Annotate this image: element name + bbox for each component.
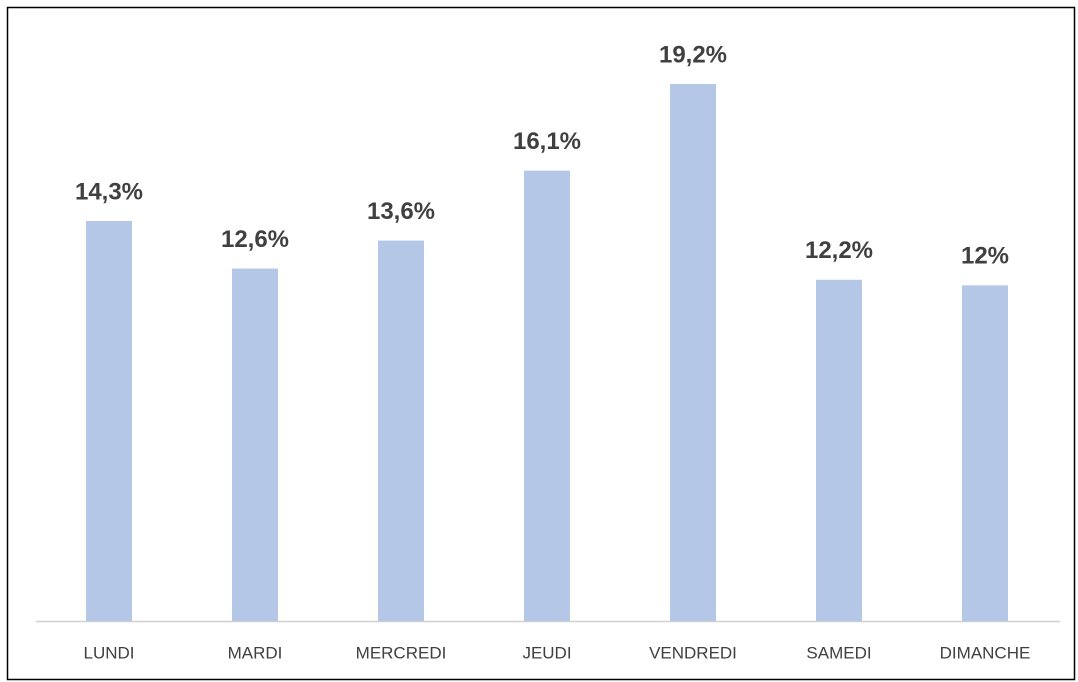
bar [86,221,132,622]
bar [232,268,278,621]
bar [524,170,570,622]
bar [816,279,862,621]
x-tick-label: JEUDI [522,643,571,662]
x-tick-label: DIMANCHE [940,643,1031,662]
x-tick-label: MARDI [228,643,283,662]
data-label: 19,2% [659,41,727,68]
x-tick-label: MERCREDI [356,643,447,662]
bar [378,240,424,621]
data-label: 13,6% [367,198,435,225]
x-tick-label: LUNDI [83,643,134,662]
data-label: 12% [961,243,1009,270]
data-label: 12,6% [221,226,289,253]
x-tick-label: VENDREDI [649,643,737,662]
data-label: 16,1% [513,128,581,155]
bar [962,285,1008,621]
bar [670,83,716,621]
data-label: 12,2% [805,237,873,264]
data-label: 14,3% [75,178,143,205]
x-tick-label: SAMEDI [806,643,871,662]
